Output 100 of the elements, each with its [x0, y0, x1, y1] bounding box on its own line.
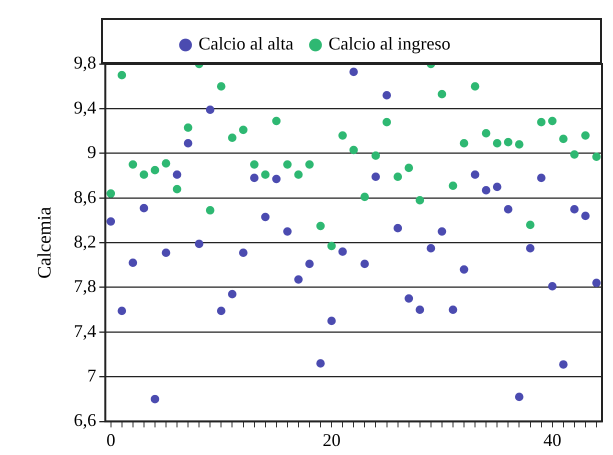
point — [172, 170, 182, 179]
point — [537, 118, 546, 126]
point — [438, 227, 446, 236]
point — [460, 265, 468, 274]
point — [349, 68, 358, 76]
point — [283, 160, 292, 169]
point — [492, 139, 502, 148]
point — [382, 118, 392, 126]
point — [360, 192, 369, 202]
point — [426, 244, 436, 253]
point — [316, 222, 325, 230]
point — [371, 172, 380, 182]
point — [172, 184, 182, 194]
y-tick-label: 6,6 — [74, 410, 96, 430]
point — [548, 282, 557, 291]
x-tick-label: 0 — [106, 430, 116, 450]
point — [294, 275, 303, 284]
point — [194, 240, 204, 248]
y-tick-label: 7 — [87, 365, 96, 386]
y-tick-label: 9,4 — [74, 97, 96, 118]
point — [272, 116, 281, 126]
point — [526, 244, 535, 253]
point — [416, 305, 424, 314]
point — [216, 82, 226, 91]
point — [239, 126, 248, 134]
point — [404, 164, 414, 172]
point — [448, 181, 458, 190]
point — [184, 123, 192, 132]
point — [250, 160, 259, 169]
point — [482, 186, 490, 194]
point — [570, 204, 579, 214]
point — [118, 306, 126, 316]
point — [570, 150, 579, 159]
point — [228, 290, 236, 298]
point — [206, 206, 214, 215]
point — [371, 151, 380, 160]
point — [559, 360, 568, 369]
point — [261, 212, 270, 222]
point — [404, 294, 414, 303]
point — [592, 152, 601, 161]
point — [504, 204, 512, 214]
point — [338, 131, 347, 140]
y-tick-label: 8,2 — [74, 231, 96, 252]
point — [416, 196, 424, 205]
point — [526, 220, 535, 230]
point — [470, 170, 480, 179]
point — [239, 248, 248, 257]
point — [150, 166, 160, 174]
point — [261, 170, 270, 179]
point — [581, 131, 590, 140]
point — [305, 160, 314, 169]
x-tick-label: 20 — [322, 430, 341, 450]
point — [106, 217, 116, 226]
point — [559, 134, 568, 144]
point — [438, 90, 446, 98]
point — [106, 189, 116, 198]
point — [482, 128, 490, 138]
point — [118, 70, 126, 80]
point — [460, 139, 468, 148]
point — [228, 133, 236, 142]
point — [206, 106, 214, 114]
point — [581, 212, 590, 220]
point — [162, 159, 170, 168]
legend-label: Calcio al ingreso — [328, 34, 450, 54]
point — [272, 174, 281, 184]
point — [394, 224, 402, 232]
point — [283, 227, 292, 236]
point — [327, 316, 336, 326]
point — [162, 248, 170, 257]
point — [316, 359, 325, 368]
point — [305, 260, 314, 268]
x-tick-label: 40 — [543, 430, 562, 450]
point — [327, 242, 336, 250]
legend-label: Calcio al alta — [198, 34, 294, 54]
point — [338, 247, 347, 256]
point — [514, 140, 524, 149]
point — [360, 260, 369, 268]
y-tick-label: 7,8 — [74, 276, 96, 296]
point — [140, 204, 148, 212]
point — [537, 174, 546, 182]
point — [394, 172, 402, 182]
point — [492, 182, 502, 192]
point — [294, 170, 303, 179]
point — [448, 305, 458, 314]
point — [128, 258, 138, 268]
point — [349, 146, 358, 154]
point — [216, 306, 226, 316]
point — [382, 91, 392, 100]
y-axis-title: Calcemia — [34, 206, 56, 279]
point — [514, 392, 524, 402]
point — [250, 174, 259, 182]
point — [140, 170, 148, 179]
y-tick-label: 7,4 — [74, 320, 96, 341]
y-tick-label: 9,8 — [74, 52, 96, 73]
y-tick-label: 9 — [87, 142, 96, 162]
y-tick-label: 8,6 — [74, 186, 96, 207]
point — [184, 139, 192, 148]
point — [504, 138, 512, 146]
point — [548, 116, 557, 126]
point — [592, 278, 601, 288]
